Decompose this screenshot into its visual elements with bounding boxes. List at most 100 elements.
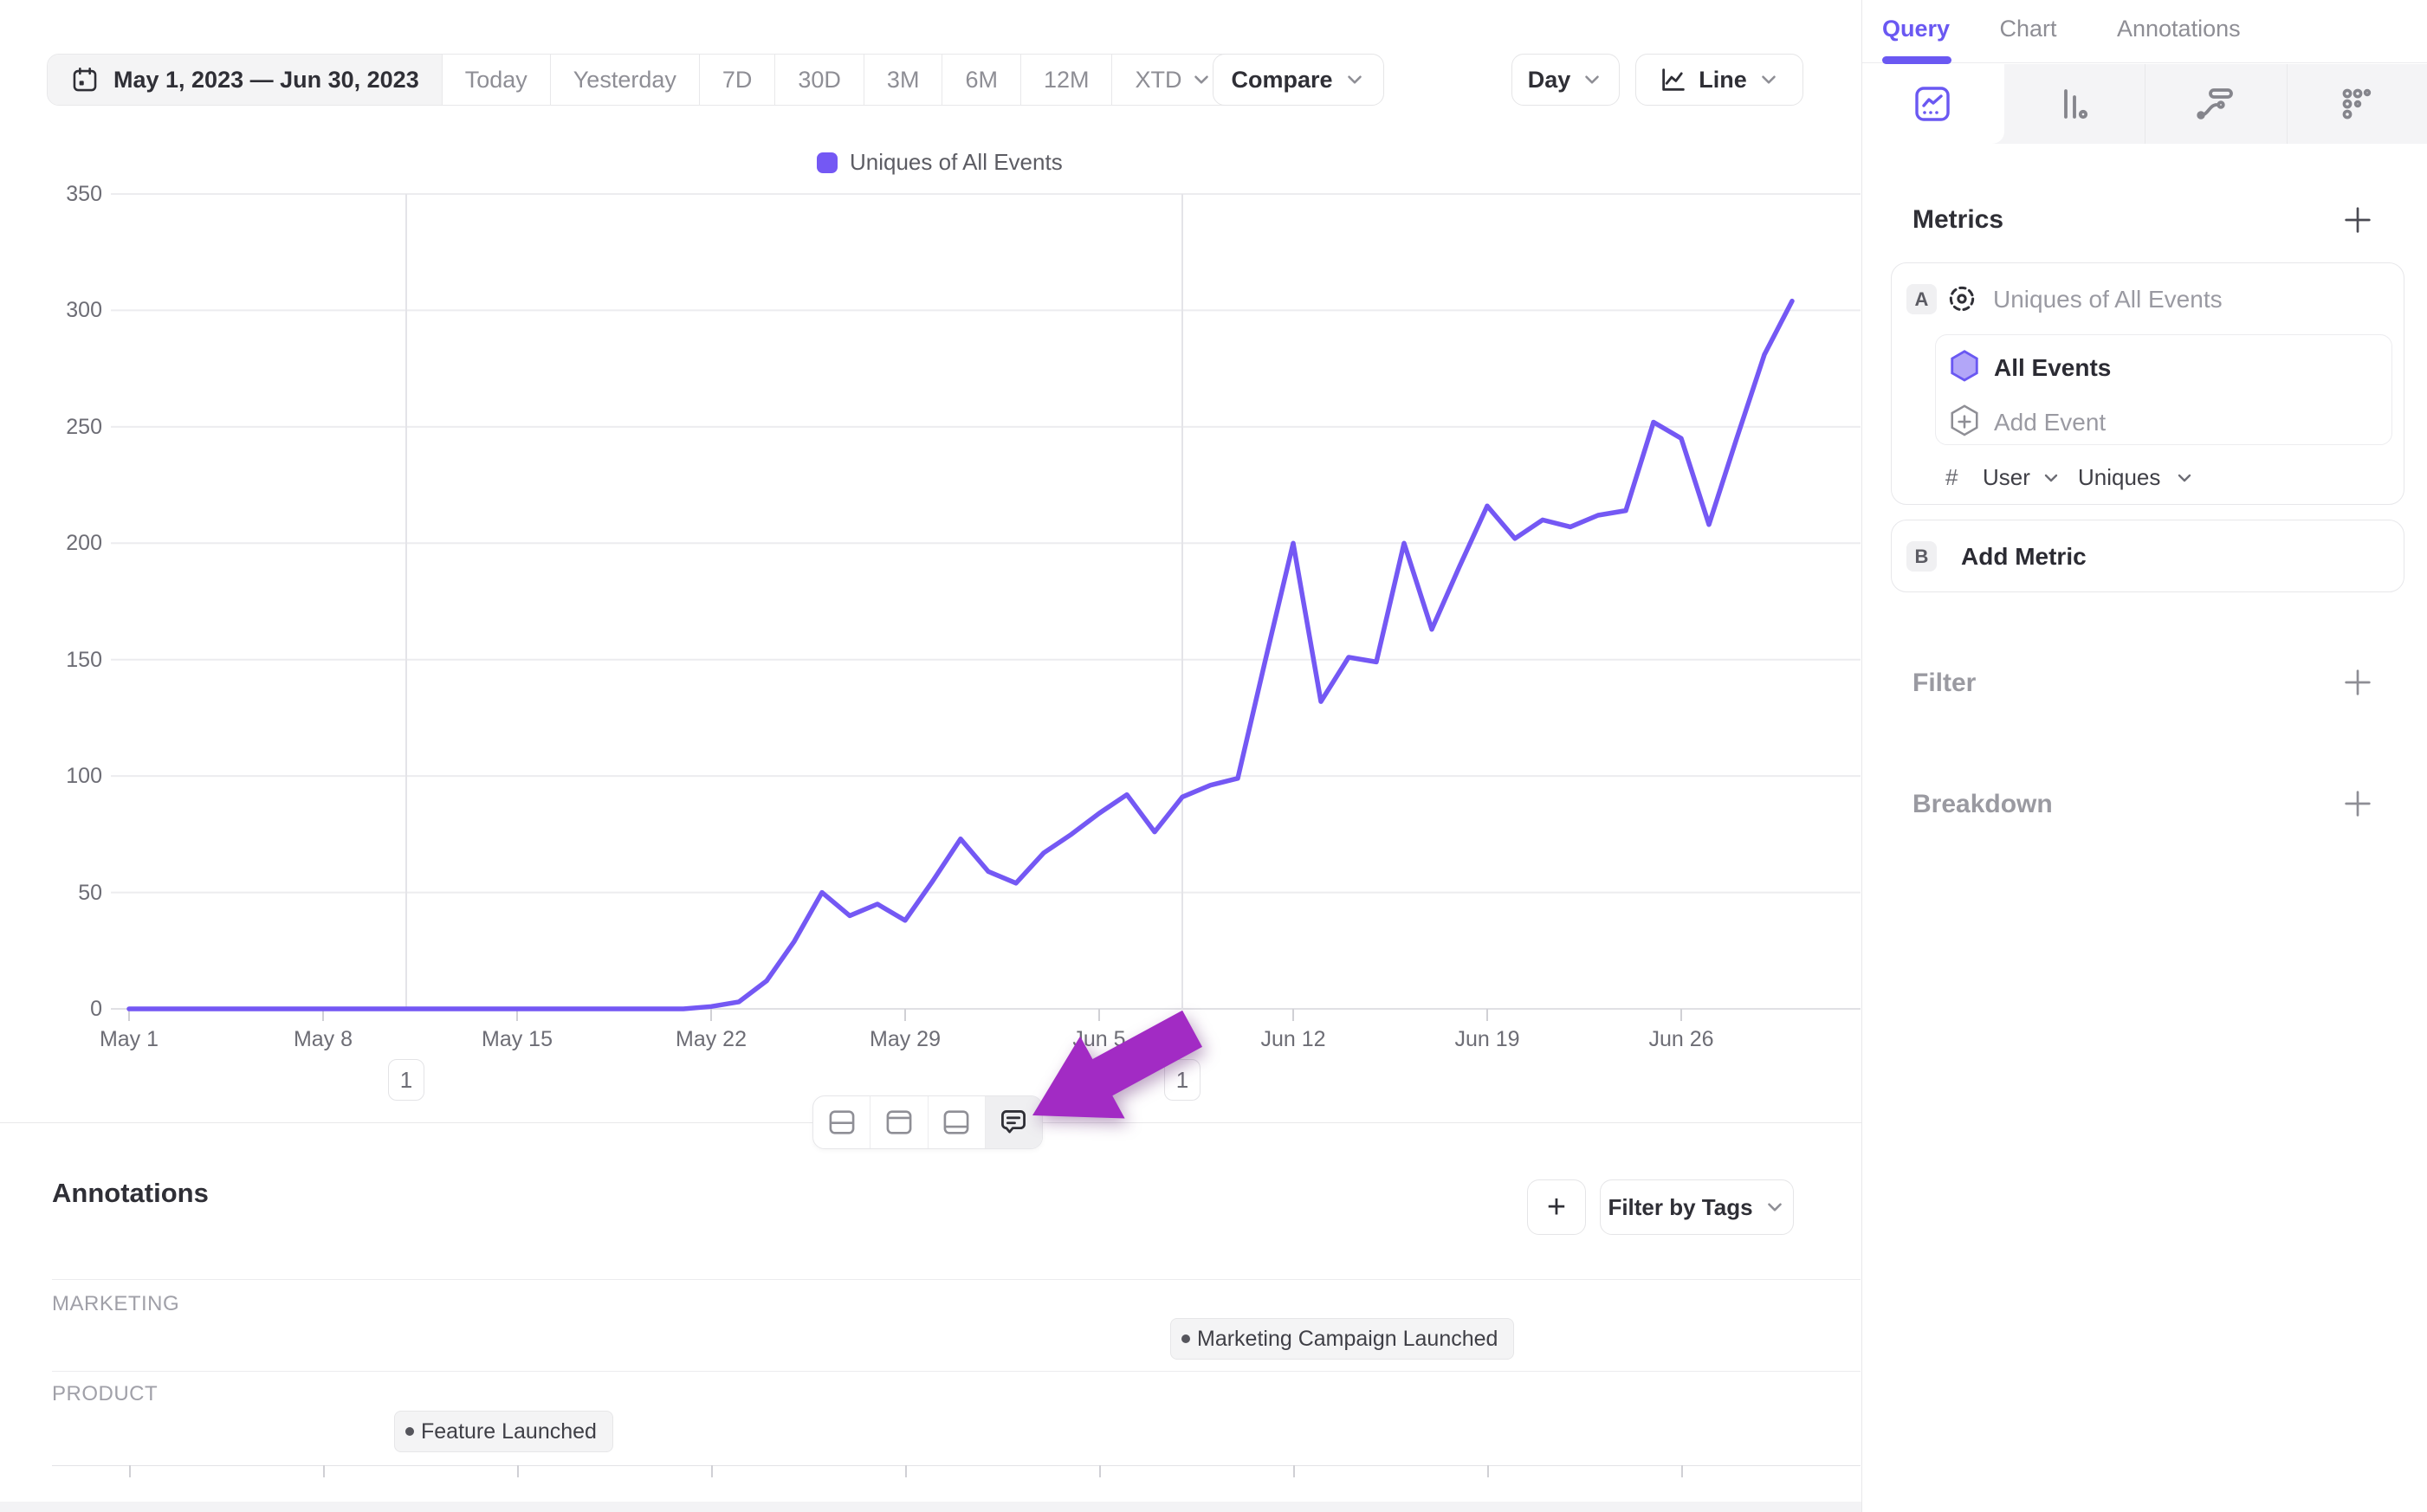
chart-type-bar[interactable] xyxy=(2004,64,2145,144)
metric-a-name: Uniques of All Events xyxy=(1993,286,2223,313)
date-presets: Today Yesterday 7D 30D 3M 6M 12M xyxy=(441,55,1112,105)
x-axis-label: Jun 26 xyxy=(1648,1027,1714,1051)
timeline-tick xyxy=(1099,1465,1101,1477)
aggregation-dropdown[interactable]: Uniques xyxy=(2078,464,2161,490)
add-metric-label: Add Metric xyxy=(1961,543,2087,570)
plus-icon xyxy=(2345,791,2371,817)
date-range-label: May 1, 2023 — Jun 30, 2023 xyxy=(113,66,419,93)
annotation-group-product: PRODUCT xyxy=(52,1382,159,1405)
granularity-label: Day xyxy=(1527,66,1571,93)
y-axis-label-50: 50 xyxy=(78,880,102,905)
metric-b-badge: B xyxy=(1906,541,1937,572)
compare-label: Compare xyxy=(1231,66,1333,93)
chevron-down-icon xyxy=(2044,474,2058,482)
filter-by-tags-label: Filter by Tags xyxy=(1608,1193,1753,1220)
layout-comment-button[interactable] xyxy=(984,1096,1042,1148)
add-metric-plus-button[interactable] xyxy=(2340,203,2375,237)
timeline-tick xyxy=(129,1465,131,1477)
date-range-button[interactable]: May 1, 2023 — Jun 30, 2023 xyxy=(48,55,442,105)
metrics-heading: Metrics xyxy=(1912,205,2004,234)
metric-a-card[interactable]: A Uniques of All Events All Events Add E… xyxy=(1891,262,2404,505)
line-chart-icon xyxy=(1662,68,1685,91)
hash-icon: # xyxy=(1945,464,1958,490)
filter-by-tags-button[interactable]: Filter by Tags xyxy=(1600,1179,1794,1235)
bar-chart-icon xyxy=(2063,89,2087,120)
plus-icon xyxy=(2345,669,2371,695)
add-event-label[interactable]: Add Event xyxy=(1994,409,2107,436)
y-axis-label-100: 100 xyxy=(66,764,102,789)
preset-xtd-label: XTD xyxy=(1135,66,1182,93)
annotation-dot-icon xyxy=(405,1427,414,1436)
chevron-down-icon xyxy=(2178,474,2191,482)
layout-split-rows-button[interactable] xyxy=(813,1096,870,1148)
x-axis-label: May 22 xyxy=(676,1027,747,1051)
preset-30d[interactable]: 30D xyxy=(774,55,864,105)
annotations-timeline-axis xyxy=(52,1465,1861,1466)
sidebar-tab-chart[interactable]: Chart xyxy=(1999,16,2057,42)
event-name[interactable]: All Events xyxy=(1994,354,2112,381)
chevron-down-icon xyxy=(1347,75,1362,84)
chart-type-insights[interactable] xyxy=(1862,64,2004,144)
calendar-icon xyxy=(73,67,97,92)
annotation-row-divider xyxy=(52,1371,1861,1372)
event-hexagon-icon xyxy=(1951,350,1978,382)
preset-6m[interactable]: 6M xyxy=(942,55,1020,105)
split-rows-icon xyxy=(829,1110,855,1134)
series-line-uniques-of-all-events[interactable] xyxy=(126,298,1795,1011)
entity-dropdown[interactable]: User xyxy=(1983,464,2030,490)
timeline-tick xyxy=(1293,1465,1295,1477)
chevron-down-icon xyxy=(1761,75,1776,84)
preset-12m[interactable]: 12M xyxy=(1019,55,1112,105)
annotation-dot-icon xyxy=(1181,1334,1190,1343)
y-axis-label-250: 250 xyxy=(66,414,102,439)
top-toolbar: May 1, 2023 — Jun 30, 2023 Today Yesterda… xyxy=(0,0,1861,147)
legend-swatch xyxy=(817,152,838,173)
date-range-control: May 1, 2023 — Jun 30, 2023 Today Yesterda… xyxy=(47,54,1237,106)
sidebar-tab-annotations[interactable]: Annotations xyxy=(2117,16,2241,42)
x-axis-label: Jun 5 xyxy=(1072,1027,1126,1051)
chart-type-selector xyxy=(1862,64,2427,144)
panel-top-icon xyxy=(886,1110,912,1134)
add-event-hexagon-icon[interactable] xyxy=(1948,404,1981,440)
preset-today[interactable]: Today xyxy=(441,55,550,105)
layout-panel-bottom-button[interactable] xyxy=(927,1096,985,1148)
annotation-row-divider xyxy=(52,1279,1861,1280)
x-axis-label: May 8 xyxy=(293,1027,353,1051)
annotation-marker-badge[interactable]: 1 xyxy=(1164,1059,1201,1101)
breakdown-heading: Breakdown xyxy=(1912,790,2053,818)
annotation-pill-label: Marketing Campaign Launched xyxy=(1197,1326,1498,1351)
add-annotation-button[interactable]: + xyxy=(1527,1179,1586,1235)
preset-7d[interactable]: 7D xyxy=(698,55,775,105)
chart-type-label: Line xyxy=(1699,66,1747,93)
sidebar-tab-query[interactable]: Query xyxy=(1882,16,1951,42)
annotation-pill-marketing[interactable]: Marketing Campaign Launched xyxy=(1170,1318,1515,1360)
x-axis-label: Jun 19 xyxy=(1454,1027,1520,1051)
timeline-tick xyxy=(711,1465,713,1477)
x-axis-label: May 29 xyxy=(870,1027,941,1051)
panel-layout-toolbar xyxy=(812,1095,1043,1149)
annotation-pill-product[interactable]: Feature Launched xyxy=(394,1411,613,1452)
chart-type-dots[interactable] xyxy=(2288,64,2427,144)
timeline-tick xyxy=(323,1465,325,1477)
preset-yesterday[interactable]: Yesterday xyxy=(549,55,699,105)
gear-icon[interactable] xyxy=(1945,282,1978,315)
chart-type-flow[interactable] xyxy=(2145,64,2288,144)
cutoff-bottom-strip xyxy=(0,1502,1861,1512)
add-breakdown-button[interactable] xyxy=(2340,786,2375,821)
annotation-pill-label: Feature Launched xyxy=(421,1418,597,1444)
granularity-button[interactable]: Day xyxy=(1511,54,1620,106)
add-filter-button[interactable] xyxy=(2340,665,2375,700)
metric-b-card[interactable]: B Add Metric xyxy=(1891,520,2404,592)
y-axis-label-150: 150 xyxy=(66,647,102,672)
layout-panel-top-button[interactable] xyxy=(870,1096,927,1148)
preset-3m[interactable]: 3M xyxy=(863,55,942,105)
active-tab-underline xyxy=(1882,56,1951,64)
insights-line-icon xyxy=(1915,87,1950,121)
annotation-marker-badge[interactable]: 1 xyxy=(388,1059,424,1101)
plus-icon xyxy=(2345,207,2371,233)
annotation-group-marketing: MARKETING xyxy=(52,1292,180,1315)
compare-button[interactable]: Compare xyxy=(1213,54,1384,106)
y-axis-label-350: 350 xyxy=(66,181,102,206)
chart-type-button[interactable]: Line xyxy=(1635,54,1803,106)
